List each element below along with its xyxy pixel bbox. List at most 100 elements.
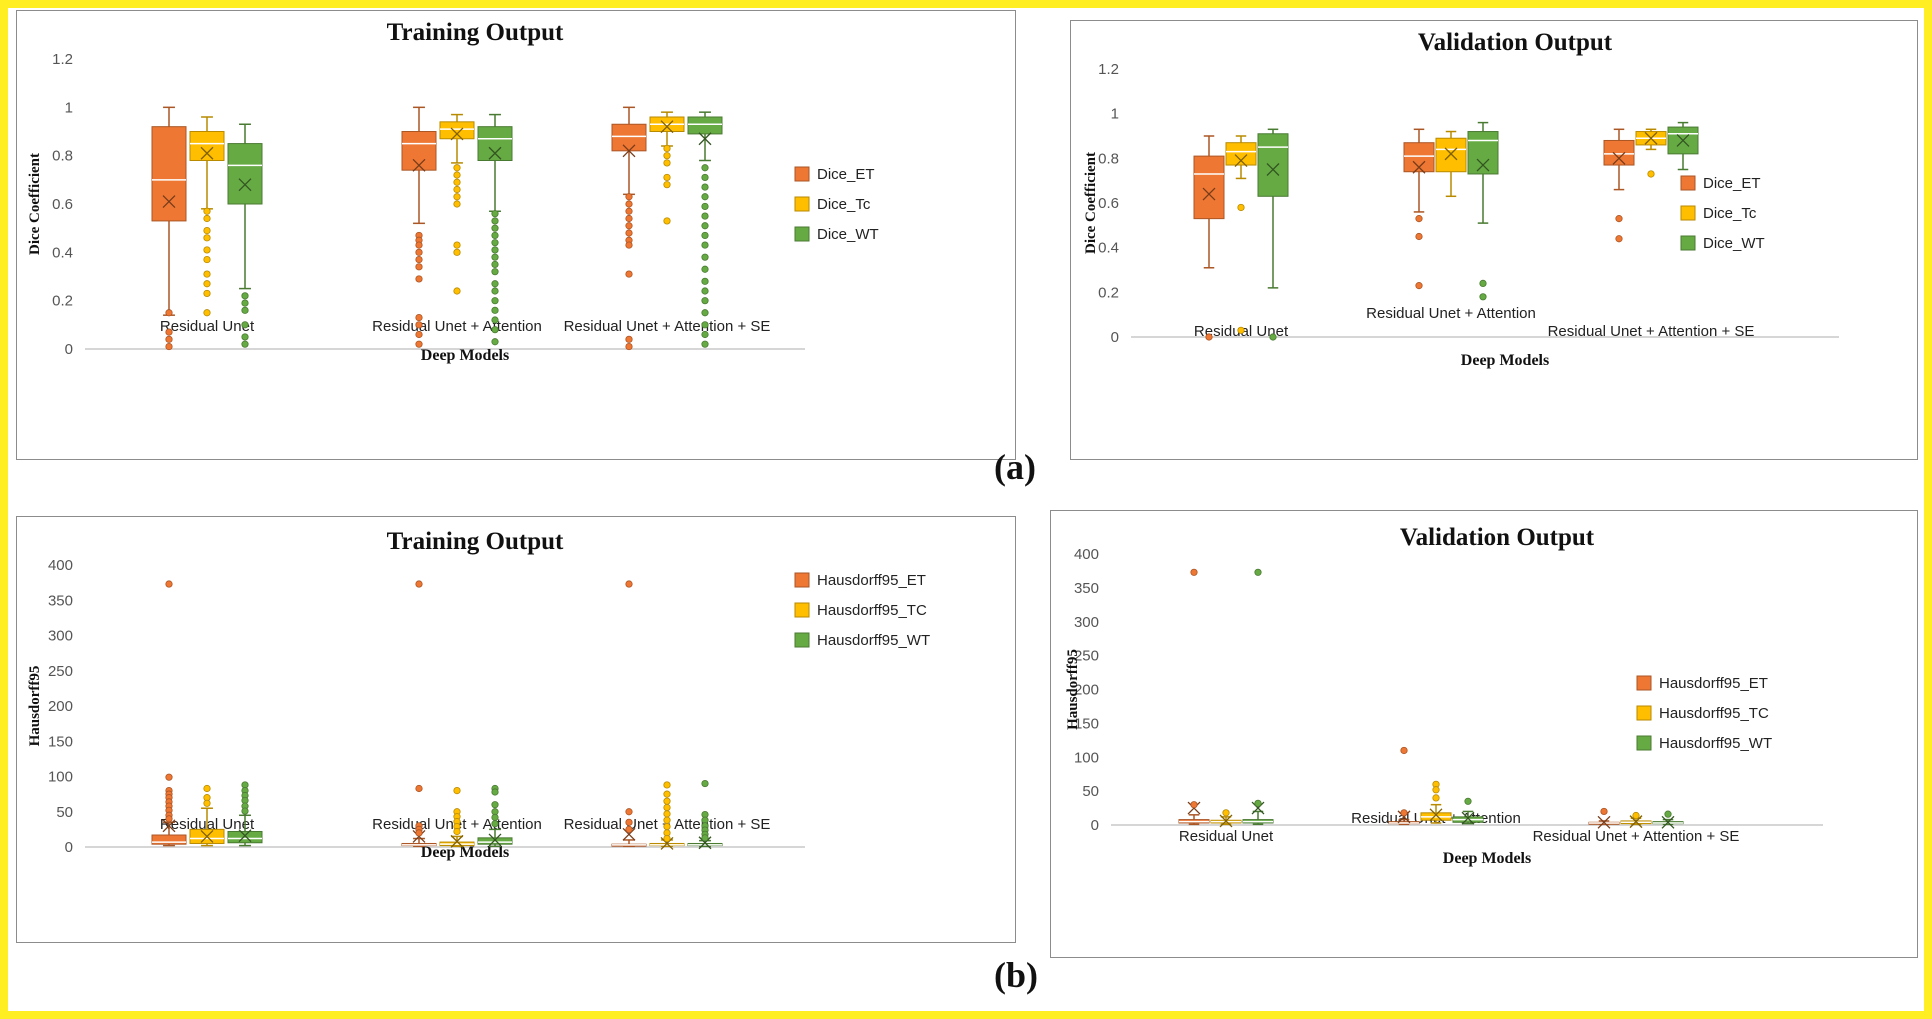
box-plot-dice_et-1 <box>401 106 437 348</box>
outlier-point <box>663 803 671 812</box>
y-tick-label: 0 <box>65 839 73 856</box>
mean-marker <box>1461 811 1475 825</box>
outlier-point <box>701 340 709 348</box>
box-plot-dice_et-0 <box>151 106 187 351</box>
x-category-label: Residual Unet + Attention + SE <box>564 318 771 335</box>
iqr-box <box>151 834 187 845</box>
outlier-point <box>415 275 423 283</box>
outlier-point <box>491 268 499 276</box>
outlier-point <box>415 241 423 249</box>
iqr-box <box>1467 131 1499 175</box>
outlier-point <box>701 330 709 339</box>
outlier-point <box>625 229 633 237</box>
y-tick-label: 0.8 <box>1098 150 1119 167</box>
outlier-point <box>663 181 671 189</box>
box-plot-hausdorff95_tc-2 <box>649 781 685 850</box>
outlier-point <box>1600 807 1608 816</box>
y-tick-label: 0.2 <box>1098 284 1119 301</box>
outlier-point <box>165 580 173 588</box>
mean-marker <box>450 127 464 141</box>
mean-marker <box>1219 814 1233 828</box>
hausdorff-training-panel: Training Output 0 50 100 150 200 250 300 350 400 H… <box>16 516 1016 943</box>
mean-marker <box>238 178 252 192</box>
outlier-point <box>663 797 671 805</box>
legend-swatch <box>794 166 810 182</box>
legend-label: Dice_ET <box>817 166 875 183</box>
x-category-label: Residual Unet <box>160 318 255 335</box>
outlier-point <box>663 790 671 798</box>
outlier-point <box>415 248 423 256</box>
outlier-point <box>1415 215 1423 223</box>
y-axis-label: Hausdorff95 <box>1065 649 1081 730</box>
outlier-point <box>625 580 633 588</box>
y-tick-label: 0.6 <box>52 196 73 213</box>
box-plot-dice_et-2 <box>611 106 647 351</box>
outlier-point <box>663 834 671 843</box>
outlier-point <box>491 224 499 232</box>
mean-marker <box>698 132 712 146</box>
iqr-box <box>1257 133 1289 197</box>
iqr-box <box>1435 137 1467 173</box>
outlier-point <box>491 801 499 809</box>
outlier-point <box>415 321 423 329</box>
mean-marker <box>660 120 674 134</box>
outlier-point <box>1254 568 1262 576</box>
outlier-point <box>491 287 499 295</box>
mean-marker <box>622 827 636 841</box>
y-tick-label: 150 <box>1074 715 1099 732</box>
legend-swatch <box>1636 735 1652 751</box>
box-plot-dice_et-1 <box>1403 128 1435 290</box>
legend-swatch <box>1680 205 1696 221</box>
mean-marker <box>488 833 502 847</box>
box-plot-hausdorff95_wt-2 <box>1652 810 1684 829</box>
legend-swatch <box>794 632 810 648</box>
box-plot-dice_et-2 <box>1603 128 1635 243</box>
mean-marker <box>1266 163 1280 176</box>
outlier-point <box>491 239 499 247</box>
outlier-point <box>415 784 423 793</box>
box-plot-dice_wt-1 <box>477 113 513 346</box>
outlier-point <box>1647 170 1655 178</box>
legend-swatch <box>794 196 810 212</box>
mean-marker <box>698 836 712 850</box>
outlier-point <box>663 173 671 182</box>
outlier-point <box>203 799 211 807</box>
outlier-point <box>491 820 499 828</box>
outlier-point <box>203 309 211 317</box>
mean-marker <box>1251 801 1265 815</box>
iqr-box <box>477 126 513 161</box>
mean-marker <box>488 146 502 160</box>
outlier-point <box>625 200 633 208</box>
figure-label-a: (a) <box>994 447 1036 487</box>
iqr-box <box>439 121 475 140</box>
legend-label: Hausdorff95_TC <box>817 602 927 619</box>
y-tick-label: 150 <box>48 733 73 750</box>
iqr-box <box>1603 139 1635 166</box>
box-plot-dice_tc-2 <box>1635 128 1667 178</box>
y-tick-label: 100 <box>1074 749 1099 766</box>
outlier-point <box>701 183 709 191</box>
y-tick-label: 1.2 <box>1098 61 1119 78</box>
box-plot-hausdorff95_et-1 <box>1388 746 1420 826</box>
outlier-point <box>625 808 633 816</box>
outlier-point <box>1479 279 1487 287</box>
outlier-point <box>241 340 249 348</box>
outlier-point <box>165 328 173 336</box>
outlier-point <box>663 159 671 167</box>
y-axis-label: Dice Coefficient <box>27 153 43 255</box>
mean-marker <box>1661 815 1675 829</box>
box-plot-hausdorff95_tc-1 <box>1420 780 1452 824</box>
outlier-point <box>701 779 709 788</box>
outlier-point <box>491 260 499 269</box>
outlier-point <box>1479 293 1487 301</box>
y-tick-label: 350 <box>1074 580 1099 597</box>
outlier-point <box>491 210 499 218</box>
hausdorff-training-chart: Training Output 0 50 100 150 200 250 300 350 400 H… <box>27 528 930 861</box>
outlier-point <box>701 253 709 261</box>
outlier-point <box>453 786 461 795</box>
outlier-point <box>701 222 709 230</box>
outlier-point <box>453 178 461 186</box>
iqr-box <box>227 143 263 205</box>
outlier-point <box>453 200 461 208</box>
mean-marker <box>1476 158 1490 172</box>
